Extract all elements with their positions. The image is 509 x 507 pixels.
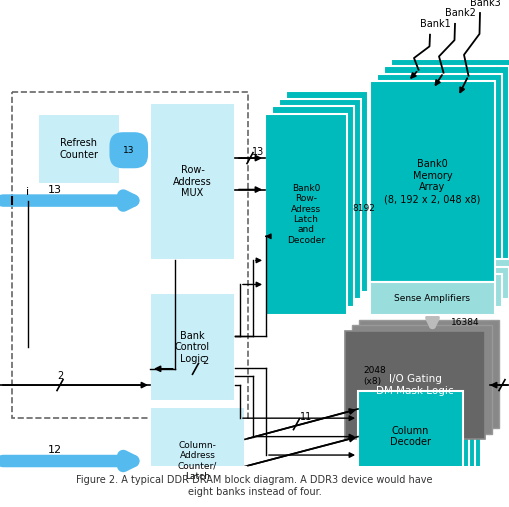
Text: 12: 12 — [48, 445, 62, 455]
Text: 2048: 2048 — [363, 367, 386, 376]
FancyBboxPatch shape — [384, 267, 509, 300]
Text: Bank1: Bank1 — [420, 19, 451, 29]
Text: Column-
Address
Counter/
Latch: Column- Address Counter/ Latch — [178, 441, 217, 481]
FancyBboxPatch shape — [279, 99, 361, 300]
Text: 2: 2 — [203, 356, 209, 366]
FancyBboxPatch shape — [150, 407, 245, 507]
Text: Figure 2. A typical DDR DRAM block diagram. A DDR3 device would have
eight banks: Figure 2. A typical DDR DRAM block diagr… — [76, 475, 433, 497]
Text: I/O Gating
DM Mask Logic: I/O Gating DM Mask Logic — [376, 374, 454, 396]
FancyBboxPatch shape — [370, 81, 495, 282]
FancyBboxPatch shape — [150, 103, 235, 260]
FancyBboxPatch shape — [391, 59, 509, 259]
Text: 13: 13 — [123, 146, 134, 155]
FancyBboxPatch shape — [38, 114, 120, 185]
Text: 8192: 8192 — [352, 204, 375, 213]
Text: (x8): (x8) — [363, 377, 381, 386]
FancyBboxPatch shape — [384, 66, 509, 267]
Text: 11: 11 — [300, 412, 313, 421]
Text: Column
Decoder: Column Decoder — [390, 426, 431, 447]
FancyBboxPatch shape — [265, 114, 347, 314]
FancyBboxPatch shape — [272, 106, 354, 307]
Text: Bank
Control
Logic: Bank Control Logic — [175, 331, 210, 364]
Text: i: i — [26, 187, 30, 197]
Text: 13: 13 — [48, 185, 62, 195]
Text: Bank0
Memory
Array
(8, 192 x 2, 048 x8): Bank0 Memory Array (8, 192 x 2, 048 x8) — [384, 159, 480, 204]
FancyBboxPatch shape — [150, 293, 235, 402]
Text: 13: 13 — [252, 147, 264, 157]
Text: Row-
Address
MUX: Row- Address MUX — [173, 165, 212, 198]
FancyBboxPatch shape — [370, 282, 495, 314]
Text: Bank2: Bank2 — [445, 8, 476, 18]
Text: Sense Amplifiers: Sense Amplifiers — [394, 294, 470, 303]
FancyBboxPatch shape — [359, 320, 499, 428]
FancyBboxPatch shape — [377, 274, 502, 307]
FancyBboxPatch shape — [286, 91, 368, 292]
Text: Refresh
Counter: Refresh Counter — [60, 138, 99, 160]
FancyBboxPatch shape — [358, 390, 463, 483]
Text: Bank0
Row-
Adress
Latch
and
Decoder: Bank0 Row- Adress Latch and Decoder — [287, 184, 325, 245]
FancyBboxPatch shape — [391, 259, 509, 292]
Text: 2: 2 — [57, 372, 63, 381]
FancyBboxPatch shape — [370, 402, 475, 493]
FancyBboxPatch shape — [376, 407, 481, 499]
FancyBboxPatch shape — [377, 74, 502, 274]
FancyBboxPatch shape — [352, 325, 492, 434]
Text: 16384: 16384 — [450, 318, 479, 327]
FancyBboxPatch shape — [345, 331, 485, 440]
FancyBboxPatch shape — [364, 396, 469, 488]
Text: Bank3: Bank3 — [470, 0, 501, 8]
